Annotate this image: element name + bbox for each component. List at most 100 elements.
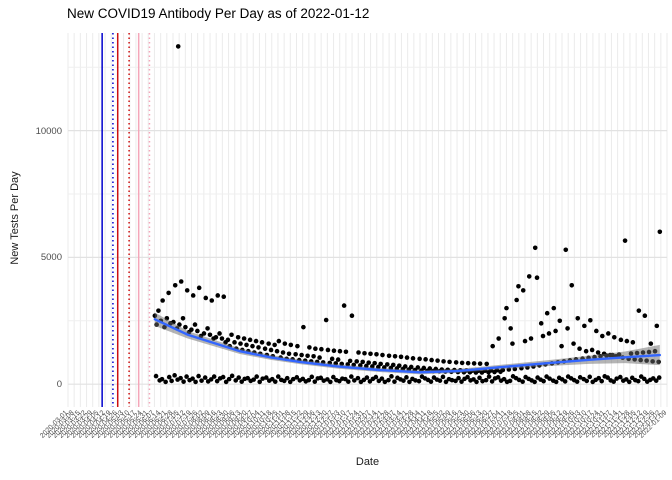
data-point bbox=[623, 377, 629, 382]
data-point bbox=[281, 378, 287, 384]
data-point bbox=[286, 351, 292, 357]
data-point bbox=[178, 279, 184, 284]
data-point bbox=[372, 360, 377, 366]
data-point bbox=[379, 376, 385, 381]
data-point bbox=[329, 356, 335, 362]
data-point bbox=[325, 377, 330, 382]
data-point bbox=[175, 44, 181, 49]
data-point bbox=[384, 362, 390, 367]
data-point bbox=[299, 352, 304, 358]
data-point bbox=[413, 378, 418, 383]
data-point bbox=[657, 229, 663, 235]
data-point bbox=[611, 334, 617, 340]
data-point bbox=[553, 379, 559, 385]
data-point bbox=[245, 375, 250, 381]
data-point bbox=[362, 350, 367, 356]
data-point bbox=[611, 379, 616, 384]
data-point bbox=[380, 352, 385, 358]
data-point bbox=[504, 305, 509, 311]
data-point bbox=[410, 356, 416, 361]
data-point bbox=[293, 351, 298, 357]
data-point bbox=[415, 365, 421, 370]
data-point bbox=[577, 375, 583, 380]
data-point bbox=[541, 378, 546, 384]
data-point bbox=[166, 290, 171, 296]
data-point bbox=[622, 238, 628, 243]
data-point bbox=[595, 350, 601, 355]
data-point bbox=[343, 349, 349, 355]
data-point bbox=[421, 365, 427, 371]
data-point bbox=[207, 332, 213, 338]
data-point bbox=[389, 374, 394, 379]
data-point bbox=[257, 379, 262, 385]
data-point bbox=[416, 378, 422, 384]
data-point bbox=[386, 377, 391, 383]
data-point bbox=[184, 288, 190, 293]
data-point bbox=[290, 376, 296, 382]
data-point bbox=[301, 324, 306, 330]
data-point bbox=[440, 374, 446, 380]
data-point bbox=[510, 341, 515, 346]
data-point bbox=[465, 360, 471, 366]
data-point bbox=[589, 347, 595, 353]
data-point bbox=[417, 356, 422, 362]
data-point bbox=[317, 355, 322, 360]
data-point bbox=[522, 338, 528, 344]
data-point bbox=[251, 377, 256, 382]
data-point bbox=[507, 378, 513, 384]
data-point bbox=[437, 378, 443, 383]
data-point bbox=[502, 315, 507, 321]
data-point bbox=[569, 282, 575, 288]
data-point bbox=[526, 274, 532, 279]
data-point bbox=[288, 342, 294, 348]
data-point bbox=[563, 247, 569, 253]
data-point bbox=[229, 373, 235, 379]
data-point bbox=[390, 362, 396, 368]
data-point bbox=[654, 323, 660, 329]
data-point bbox=[574, 379, 580, 384]
data-point bbox=[495, 375, 501, 380]
data-point bbox=[307, 345, 312, 350]
data-point bbox=[392, 354, 398, 359]
data-point bbox=[349, 313, 355, 319]
data-point bbox=[256, 345, 261, 350]
data-point bbox=[496, 336, 501, 341]
data-point bbox=[266, 341, 271, 346]
data-point bbox=[280, 350, 286, 355]
data-point bbox=[331, 348, 337, 354]
data-point bbox=[408, 364, 414, 370]
data-point bbox=[331, 374, 336, 380]
data-point bbox=[480, 378, 485, 384]
data-point bbox=[404, 355, 410, 360]
data-point bbox=[211, 374, 217, 379]
data-point bbox=[306, 377, 312, 383]
data-point bbox=[190, 376, 195, 381]
chart-title: New COVID19 Antibody Per Day as of 2022-… bbox=[67, 6, 370, 21]
data-point bbox=[562, 379, 568, 384]
data-point bbox=[656, 375, 662, 380]
data-point bbox=[295, 343, 300, 349]
data-point bbox=[642, 313, 648, 319]
y-tick-label: 0 bbox=[56, 379, 62, 391]
data-point bbox=[268, 347, 274, 353]
x-axis-title: Date bbox=[355, 456, 380, 468]
data-point bbox=[313, 346, 318, 351]
data-point bbox=[575, 315, 581, 321]
data-point bbox=[202, 375, 208, 380]
data-point bbox=[309, 374, 315, 380]
data-point bbox=[486, 374, 492, 379]
data-point bbox=[427, 366, 433, 371]
data-point bbox=[215, 293, 221, 298]
event-vlines bbox=[101, 33, 151, 407]
data-point bbox=[272, 379, 278, 384]
data-point bbox=[565, 326, 570, 331]
data-point bbox=[465, 374, 470, 380]
data-point bbox=[300, 376, 306, 382]
data-point bbox=[382, 379, 388, 385]
data-point bbox=[260, 376, 265, 381]
data-point bbox=[160, 298, 165, 303]
data-point bbox=[335, 357, 341, 362]
data-point bbox=[641, 376, 647, 382]
data-point bbox=[599, 378, 605, 384]
data-point bbox=[341, 303, 347, 308]
